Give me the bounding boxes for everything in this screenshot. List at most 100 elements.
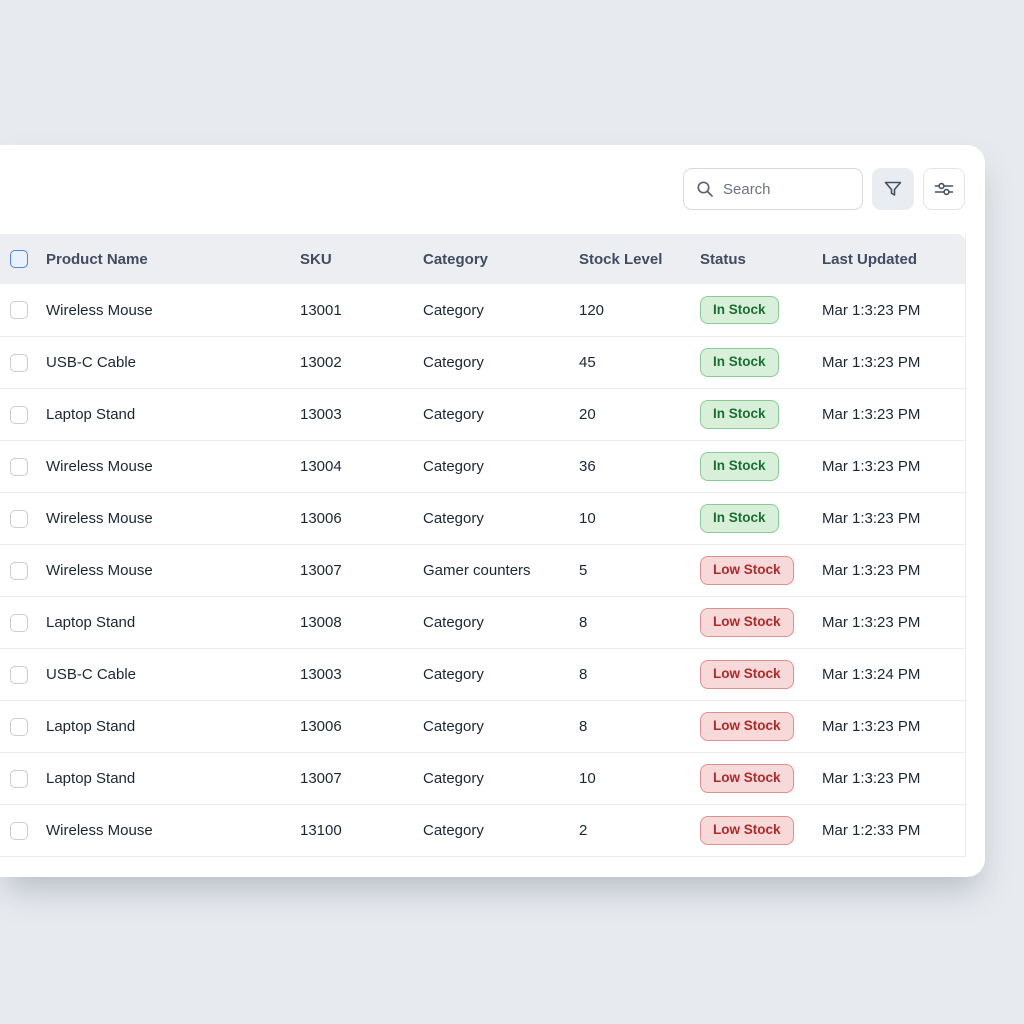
last-updated-cell: Mar 1:3:23 PM <box>822 301 921 319</box>
table-row: Wireless Mouse 13007 Gamer counters 5 Lo… <box>0 544 965 596</box>
product-name-cell: Wireless Mouse <box>46 510 153 527</box>
filter-icon <box>883 179 903 199</box>
status-badge: In Stock <box>700 452 779 481</box>
stock-level-cell: 20 <box>579 406 596 423</box>
row-checkbox[interactable] <box>10 769 28 788</box>
table-row: Laptop Stand 13007 Category 10 Low Stock… <box>0 752 965 804</box>
product-name-cell: USB-C Cable <box>46 354 137 371</box>
column-header-category: Category <box>423 250 489 268</box>
last-updated-cell: Mar 1:3:23 PM <box>822 718 921 735</box>
sku-cell: 13007 <box>300 562 342 579</box>
row-checkbox-cell <box>0 717 46 736</box>
row-checkbox[interactable] <box>10 457 28 476</box>
select-all-checkbox[interactable] <box>10 250 28 268</box>
status-badge: Low Stock <box>700 556 794 585</box>
product-name-cell: Wireless Mouse <box>46 562 153 579</box>
table-body: Wireless Mouse 13001 Category 120 In Sto… <box>0 284 965 857</box>
settings-button[interactable] <box>923 168 965 210</box>
row-checkbox[interactable] <box>10 613 28 632</box>
status-badge: Low Stock <box>700 608 794 637</box>
filter-button[interactable] <box>872 168 914 210</box>
product-name-cell: USB-C Cable <box>46 666 137 683</box>
category-cell: Category <box>423 510 484 527</box>
stock-level-cell: 8 <box>579 614 588 631</box>
status-cell: In Stock <box>700 295 822 325</box>
stock-level-cell: 2 <box>579 822 588 839</box>
sku-cell: 13004 <box>300 458 342 475</box>
column-header-sku: SKU <box>300 250 332 268</box>
row-checkbox-cell <box>0 561 46 580</box>
row-checkbox[interactable] <box>10 509 28 528</box>
stock-level-cell: 5 <box>579 562 588 579</box>
status-badge: Low Stock <box>700 816 794 845</box>
row-checkbox-cell <box>0 509 46 528</box>
status-badge: In Stock <box>700 504 779 533</box>
row-checkbox[interactable] <box>10 665 28 684</box>
sliders-icon <box>933 178 955 200</box>
stock-level-cell: 10 <box>579 770 596 787</box>
table-row: Wireless Mouse 13006 Category 10 In Stoc… <box>0 492 965 544</box>
status-cell: Low Stock <box>700 816 822 845</box>
stock-level-cell: 45 <box>579 354 596 371</box>
table-header-row: Product Name SKU Category Stock Level St… <box>0 234 965 284</box>
row-checkbox[interactable] <box>10 301 28 319</box>
status-badge: Low Stock <box>700 660 794 689</box>
search-icon <box>696 180 714 198</box>
sku-cell: 13007 <box>300 770 342 787</box>
last-updated-cell: Mar 1:3:23 PM <box>822 770 921 787</box>
inventory-card: Product Name SKU Category Stock Level St… <box>0 145 985 877</box>
table-row: Wireless Mouse 13001 Category 120 In Sto… <box>0 284 965 336</box>
category-cell: Category <box>423 458 484 475</box>
inventory-table: Product Name SKU Category Stock Level St… <box>0 234 966 857</box>
table-row: Wireless Mouse 13004 Category 36 In Stoc… <box>0 440 965 492</box>
row-checkbox-cell <box>0 405 46 424</box>
status-cell: Low Stock <box>700 660 822 689</box>
status-cell: In Stock <box>700 452 822 481</box>
status-badge: In Stock <box>700 348 779 377</box>
row-checkbox-cell <box>0 353 46 372</box>
column-header-last-updated: Last Updated <box>822 250 918 268</box>
sku-cell: 13006 <box>300 718 342 735</box>
product-name-cell: Laptop Stand <box>46 406 136 423</box>
table-row: Laptop Stand 13003 Category 20 In Stock … <box>0 388 965 440</box>
table-row: USB-C Cable 13002 Category 45 In Stock M… <box>0 336 965 388</box>
row-checkbox-cell <box>0 457 46 476</box>
last-updated-cell: Mar 1:3:23 PM <box>822 510 921 527</box>
last-updated-cell: Mar 1:3:23 PM <box>822 354 921 371</box>
table-row: Wireless Mouse 13100 Category 2 Low Stoc… <box>0 804 965 856</box>
sku-cell: 13100 <box>300 822 342 839</box>
search-input[interactable] <box>723 180 852 198</box>
last-updated-cell: Mar 1:3:23 PM <box>822 614 921 631</box>
sku-cell: 13001 <box>300 301 342 319</box>
column-header-product-name: Product Name <box>46 250 148 268</box>
category-cell: Category <box>423 406 484 423</box>
status-cell: In Stock <box>700 348 822 377</box>
stock-level-cell: 36 <box>579 458 596 475</box>
product-name-cell: Wireless Mouse <box>46 301 153 319</box>
last-updated-cell: Mar 1:3:23 PM <box>822 562 921 579</box>
row-checkbox-cell <box>0 769 46 788</box>
toolbar <box>0 145 985 210</box>
row-checkbox[interactable] <box>10 405 28 424</box>
sku-cell: 13006 <box>300 510 342 527</box>
row-checkbox[interactable] <box>10 821 28 840</box>
category-cell: Gamer counters <box>423 562 531 579</box>
category-cell: Category <box>423 354 484 371</box>
sku-cell: 13008 <box>300 614 342 631</box>
sku-cell: 13002 <box>300 354 342 371</box>
row-checkbox[interactable] <box>10 717 28 736</box>
row-checkbox[interactable] <box>10 353 28 372</box>
row-checkbox-cell <box>0 665 46 684</box>
sku-cell: 13003 <box>300 666 342 683</box>
product-name-cell: Laptop Stand <box>46 770 136 787</box>
stock-level-cell: 120 <box>579 301 605 319</box>
last-updated-cell: Mar 1:3:23 PM <box>822 406 921 423</box>
product-name-cell: Wireless Mouse <box>46 458 153 475</box>
row-checkbox-cell <box>0 613 46 632</box>
row-checkbox[interactable] <box>10 561 28 580</box>
status-cell: Low Stock <box>700 764 822 793</box>
last-updated-cell: Mar 1:2:33 PM <box>822 822 921 839</box>
category-cell: Category <box>423 718 484 735</box>
table-row: Laptop Stand 13006 Category 8 Low Stock … <box>0 700 965 752</box>
product-name-cell: Laptop Stand <box>46 614 136 631</box>
